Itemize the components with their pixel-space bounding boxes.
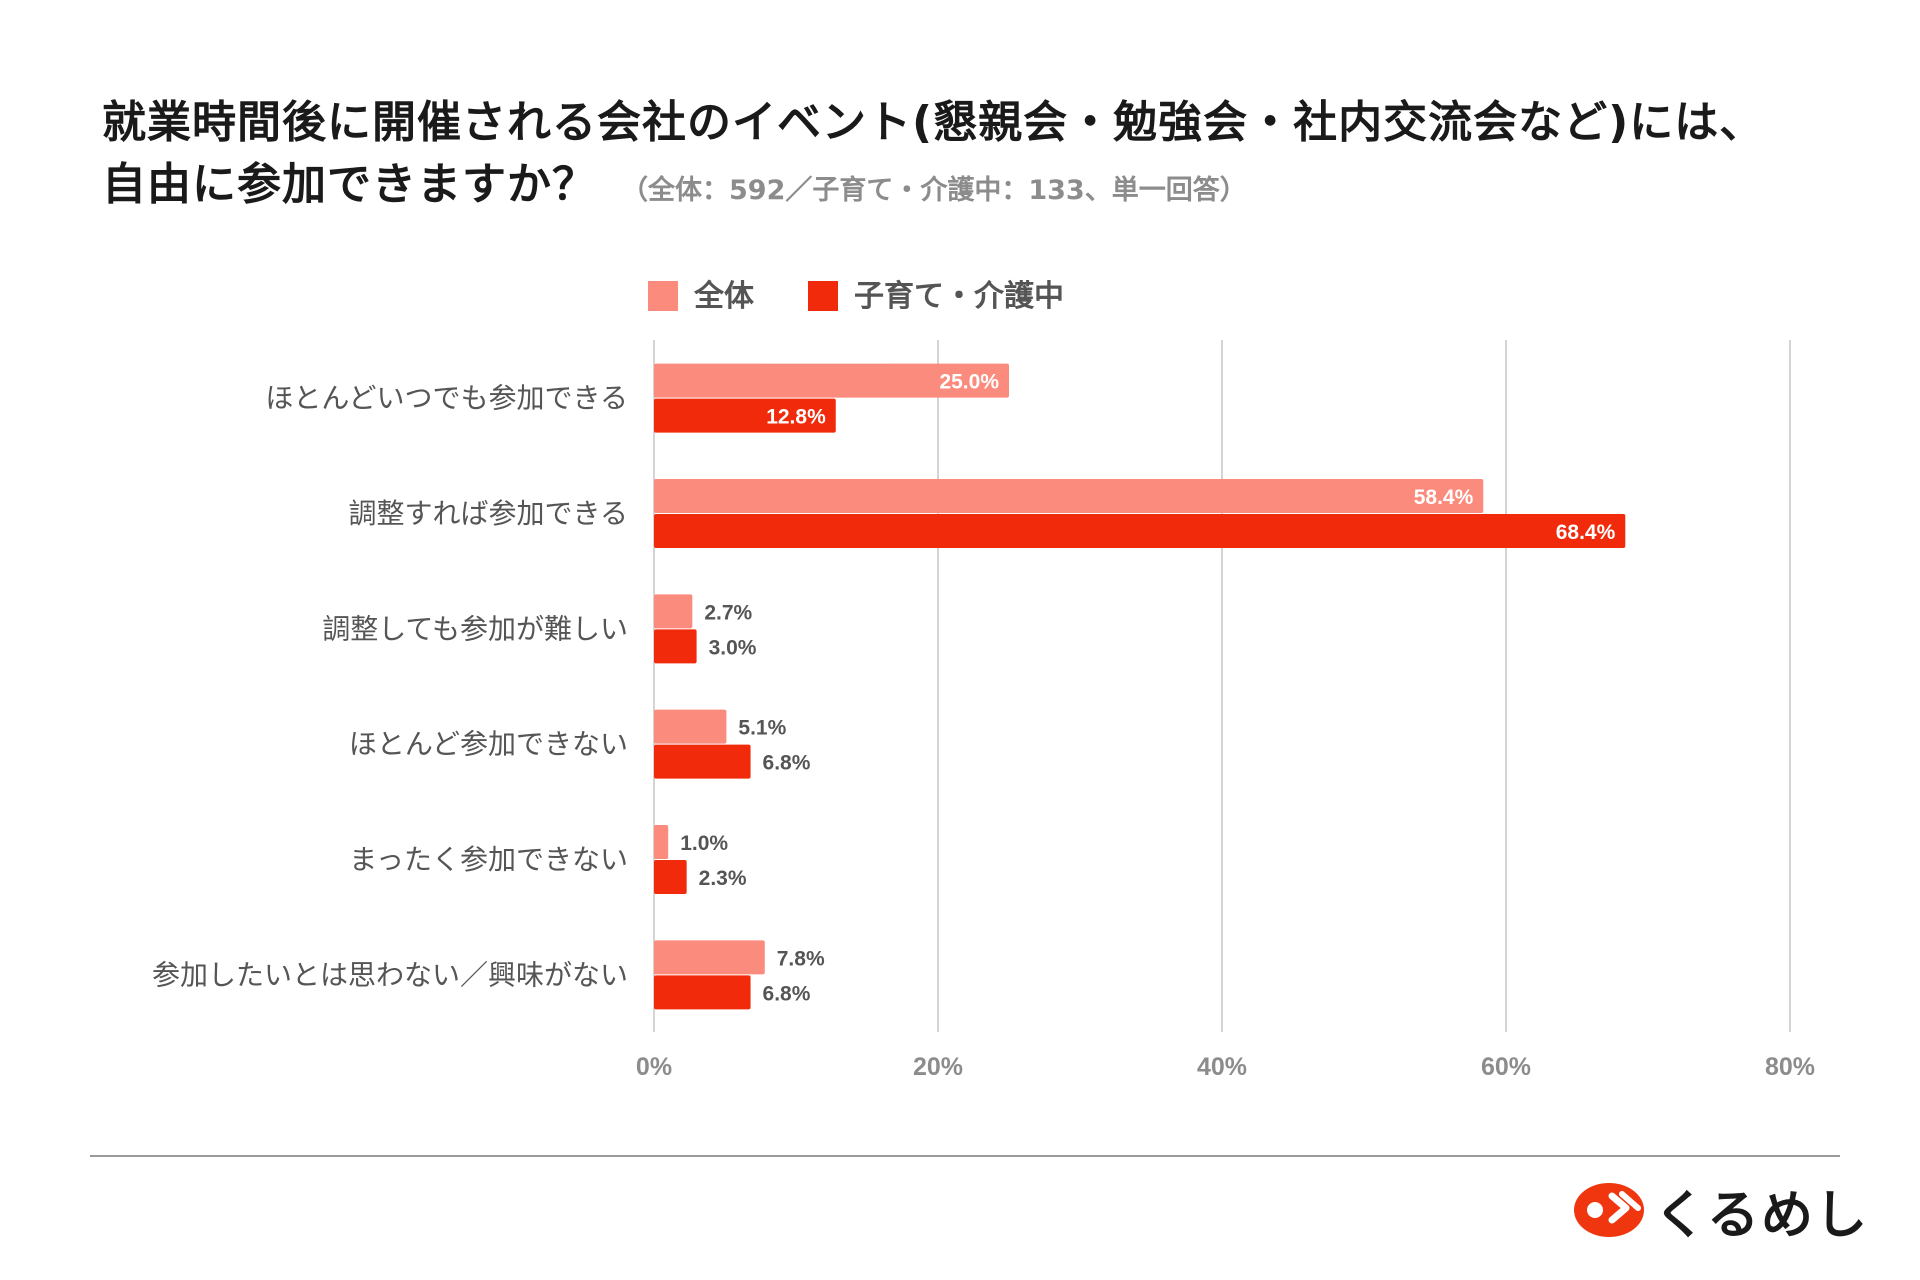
data-label-caregiving: 68.4% [1556, 521, 1616, 544]
legend-label-2: 子育て・介護中 [854, 279, 1064, 314]
category-label: まったく参加できない [349, 843, 628, 876]
x-tick-label-20: 20% [913, 1053, 963, 1081]
data-label-overall: 25.0% [939, 371, 999, 394]
category-label: ほとんどいつでも参加できる [265, 382, 628, 415]
title-line-2: 自由に参加できますか？ （全体：592／子育て・介護中：133、単一回答） [102, 154, 1764, 222]
bar-caregiving [654, 860, 687, 894]
bar-caregiving [654, 744, 751, 779]
legend-swatch-1 [648, 281, 678, 311]
category-label: ほとんど参加できない [349, 728, 628, 761]
category-label: 調整すれば参加できる [349, 497, 628, 530]
chart-title: 就業時間後に開催される会社のイベント(懇親会・勉強会・社内交流会など)には、 自… [102, 92, 1764, 222]
brand-logo: くるめし [1572, 1175, 1867, 1246]
data-label-overall: 7.8% [777, 947, 825, 970]
bar-caregiving [654, 398, 836, 433]
x-tick-label-80: 80% [1765, 1053, 1815, 1081]
data-label-caregiving: 6.8% [763, 982, 811, 1005]
bar-overall [654, 594, 693, 629]
data-label-caregiving: 3.0% [709, 636, 757, 659]
logo-text: くるめし [1654, 1185, 1869, 1246]
bar-overall [654, 940, 765, 975]
data-label-overall: 58.4% [1414, 486, 1474, 509]
bar-overall [654, 709, 727, 744]
bar-overall [654, 479, 1484, 513]
x-tick-label-60: 60% [1481, 1053, 1531, 1081]
data-label-caregiving: 6.8% [763, 752, 811, 775]
x-tick-label-0: 0% [636, 1053, 672, 1081]
sample-size-note: （全体：592／子育て・介護中：133、単一回答） [621, 175, 1247, 206]
bar-caregiving [654, 514, 1626, 548]
bar-overall [654, 363, 1009, 398]
data-label-caregiving: 2.3% [699, 867, 747, 890]
bar-overall [654, 825, 669, 859]
data-label-overall: 5.1% [738, 717, 786, 740]
bar-caregiving [654, 975, 751, 1010]
legend-swatch-2 [808, 281, 838, 311]
footer-divider [90, 1155, 1840, 1157]
data-label-caregiving: 12.8% [766, 406, 826, 429]
bar-caregiving [654, 629, 697, 664]
legend-label-1: 全体 [693, 279, 755, 314]
title-question: 自由に参加できますか？ [102, 159, 597, 210]
x-tick-label-40: 40% [1197, 1053, 1247, 1081]
data-label-overall: 1.0% [680, 832, 728, 855]
data-label-overall: 2.7% [704, 601, 752, 624]
category-label: 参加したいとは思わない／興味がない [152, 958, 628, 991]
title-line-1: 就業時間後に開催される会社のイベント(懇親会・勉強会・社内交流会など)には、 [102, 97, 1765, 148]
category-label: 調整しても参加が難しい [322, 612, 628, 645]
kurumeshi-logo-icon [1574, 1183, 1644, 1237]
